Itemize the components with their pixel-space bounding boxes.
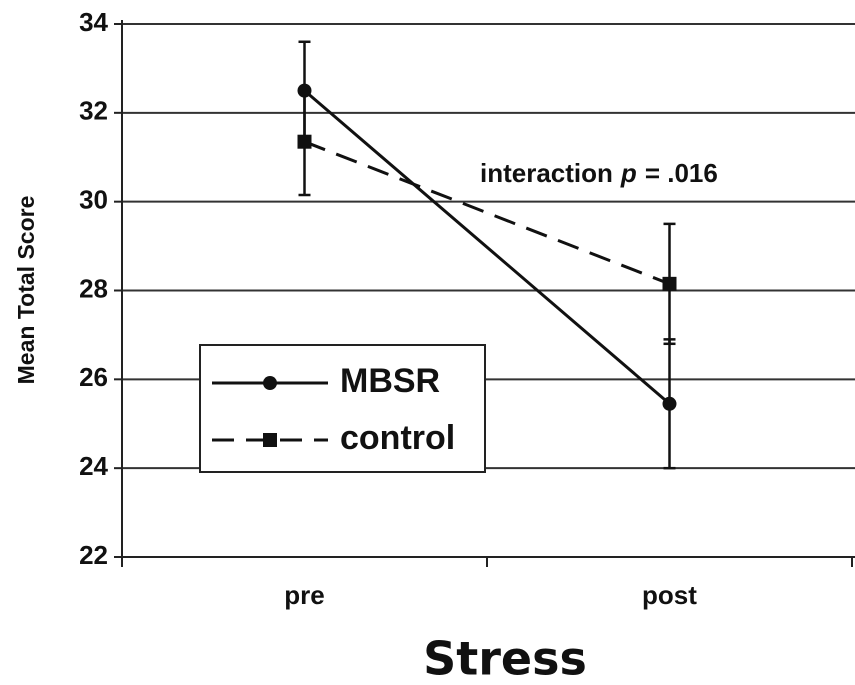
x-tick-label: post <box>642 580 697 610</box>
legend: MBSR control <box>199 344 486 473</box>
y-tick-label: 22 <box>79 540 108 570</box>
y-tick-label: 32 <box>79 96 108 126</box>
legend-box <box>199 344 486 473</box>
x-axis-label: Stress <box>423 632 587 685</box>
y-tick-label: 34 <box>79 7 108 37</box>
annotation-text: p <box>620 158 637 188</box>
annotation: interaction p = .016 <box>480 158 718 188</box>
annotation-text: interaction <box>480 158 613 188</box>
y-tick-label: 28 <box>79 273 108 303</box>
legend-label: MBSR <box>340 362 440 400</box>
point <box>297 134 312 149</box>
annotation-text: = .016 <box>645 158 718 188</box>
y-tick-label: 30 <box>79 185 108 215</box>
point <box>662 276 677 291</box>
legend-marker <box>263 433 277 447</box>
x-tick-label: pre <box>284 580 324 610</box>
legend-label: control <box>340 419 455 457</box>
legend-marker <box>263 376 277 390</box>
y-axis-label: Mean Total Score <box>13 196 39 385</box>
point <box>662 396 677 411</box>
y-tick-label: 24 <box>79 451 108 481</box>
series-line <box>303 89 671 405</box>
point <box>297 83 312 98</box>
series-line <box>303 140 671 286</box>
y-tick-label: 26 <box>79 362 108 392</box>
